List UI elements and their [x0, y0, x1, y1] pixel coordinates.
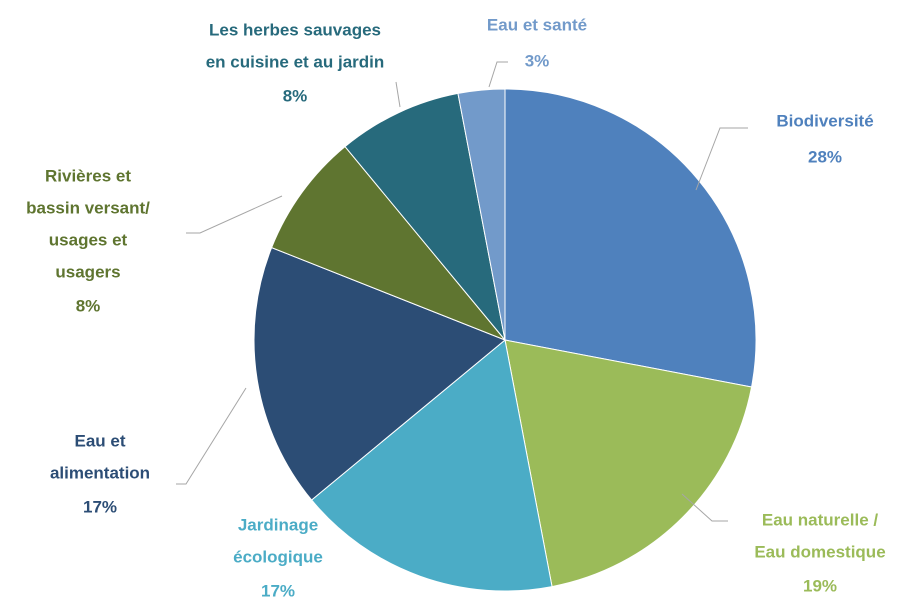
slice-value-label: 28% [808, 147, 842, 166]
slice-label: Eau domestique [754, 542, 885, 561]
slice-label: usagers [55, 262, 120, 281]
leader-line [488, 61, 508, 88]
pie-slice [310, 339, 553, 592]
leader-line [176, 387, 247, 485]
slice-value-label: 17% [83, 497, 117, 516]
pie-slice [504, 339, 753, 588]
slice-label: en cuisine et au jardin [206, 52, 385, 71]
slice-value-label: 19% [803, 576, 837, 595]
slice-label: Eau et [74, 431, 125, 450]
leader-line [681, 493, 728, 522]
slice-label: Rivières et [45, 166, 131, 185]
pie-slice [457, 88, 506, 341]
pie-slice [270, 145, 506, 341]
slice-label: alimentation [50, 463, 150, 482]
slice-label: Les herbes sauvages [209, 20, 381, 39]
slice-value-label: 3% [525, 51, 550, 70]
pie-slice [344, 92, 506, 341]
leader-line [395, 81, 401, 108]
slice-label: Biodiversité [776, 111, 873, 130]
pie-slice [504, 88, 757, 388]
slice-label: Jardinage [238, 515, 318, 534]
slice-label: bassin versant/ [26, 198, 150, 217]
slice-value-label: 8% [283, 86, 308, 105]
slice-value-label: 17% [261, 581, 295, 599]
slice-value-label: 8% [76, 296, 101, 315]
slice-label: usages et [49, 230, 128, 249]
pie-slice [253, 246, 506, 501]
leader-line [695, 127, 748, 191]
slice-label: Eau et santé [487, 15, 587, 34]
slice-label: écologique [233, 547, 323, 566]
slice-label: Eau naturelle / [762, 510, 878, 529]
leader-line [186, 195, 283, 234]
